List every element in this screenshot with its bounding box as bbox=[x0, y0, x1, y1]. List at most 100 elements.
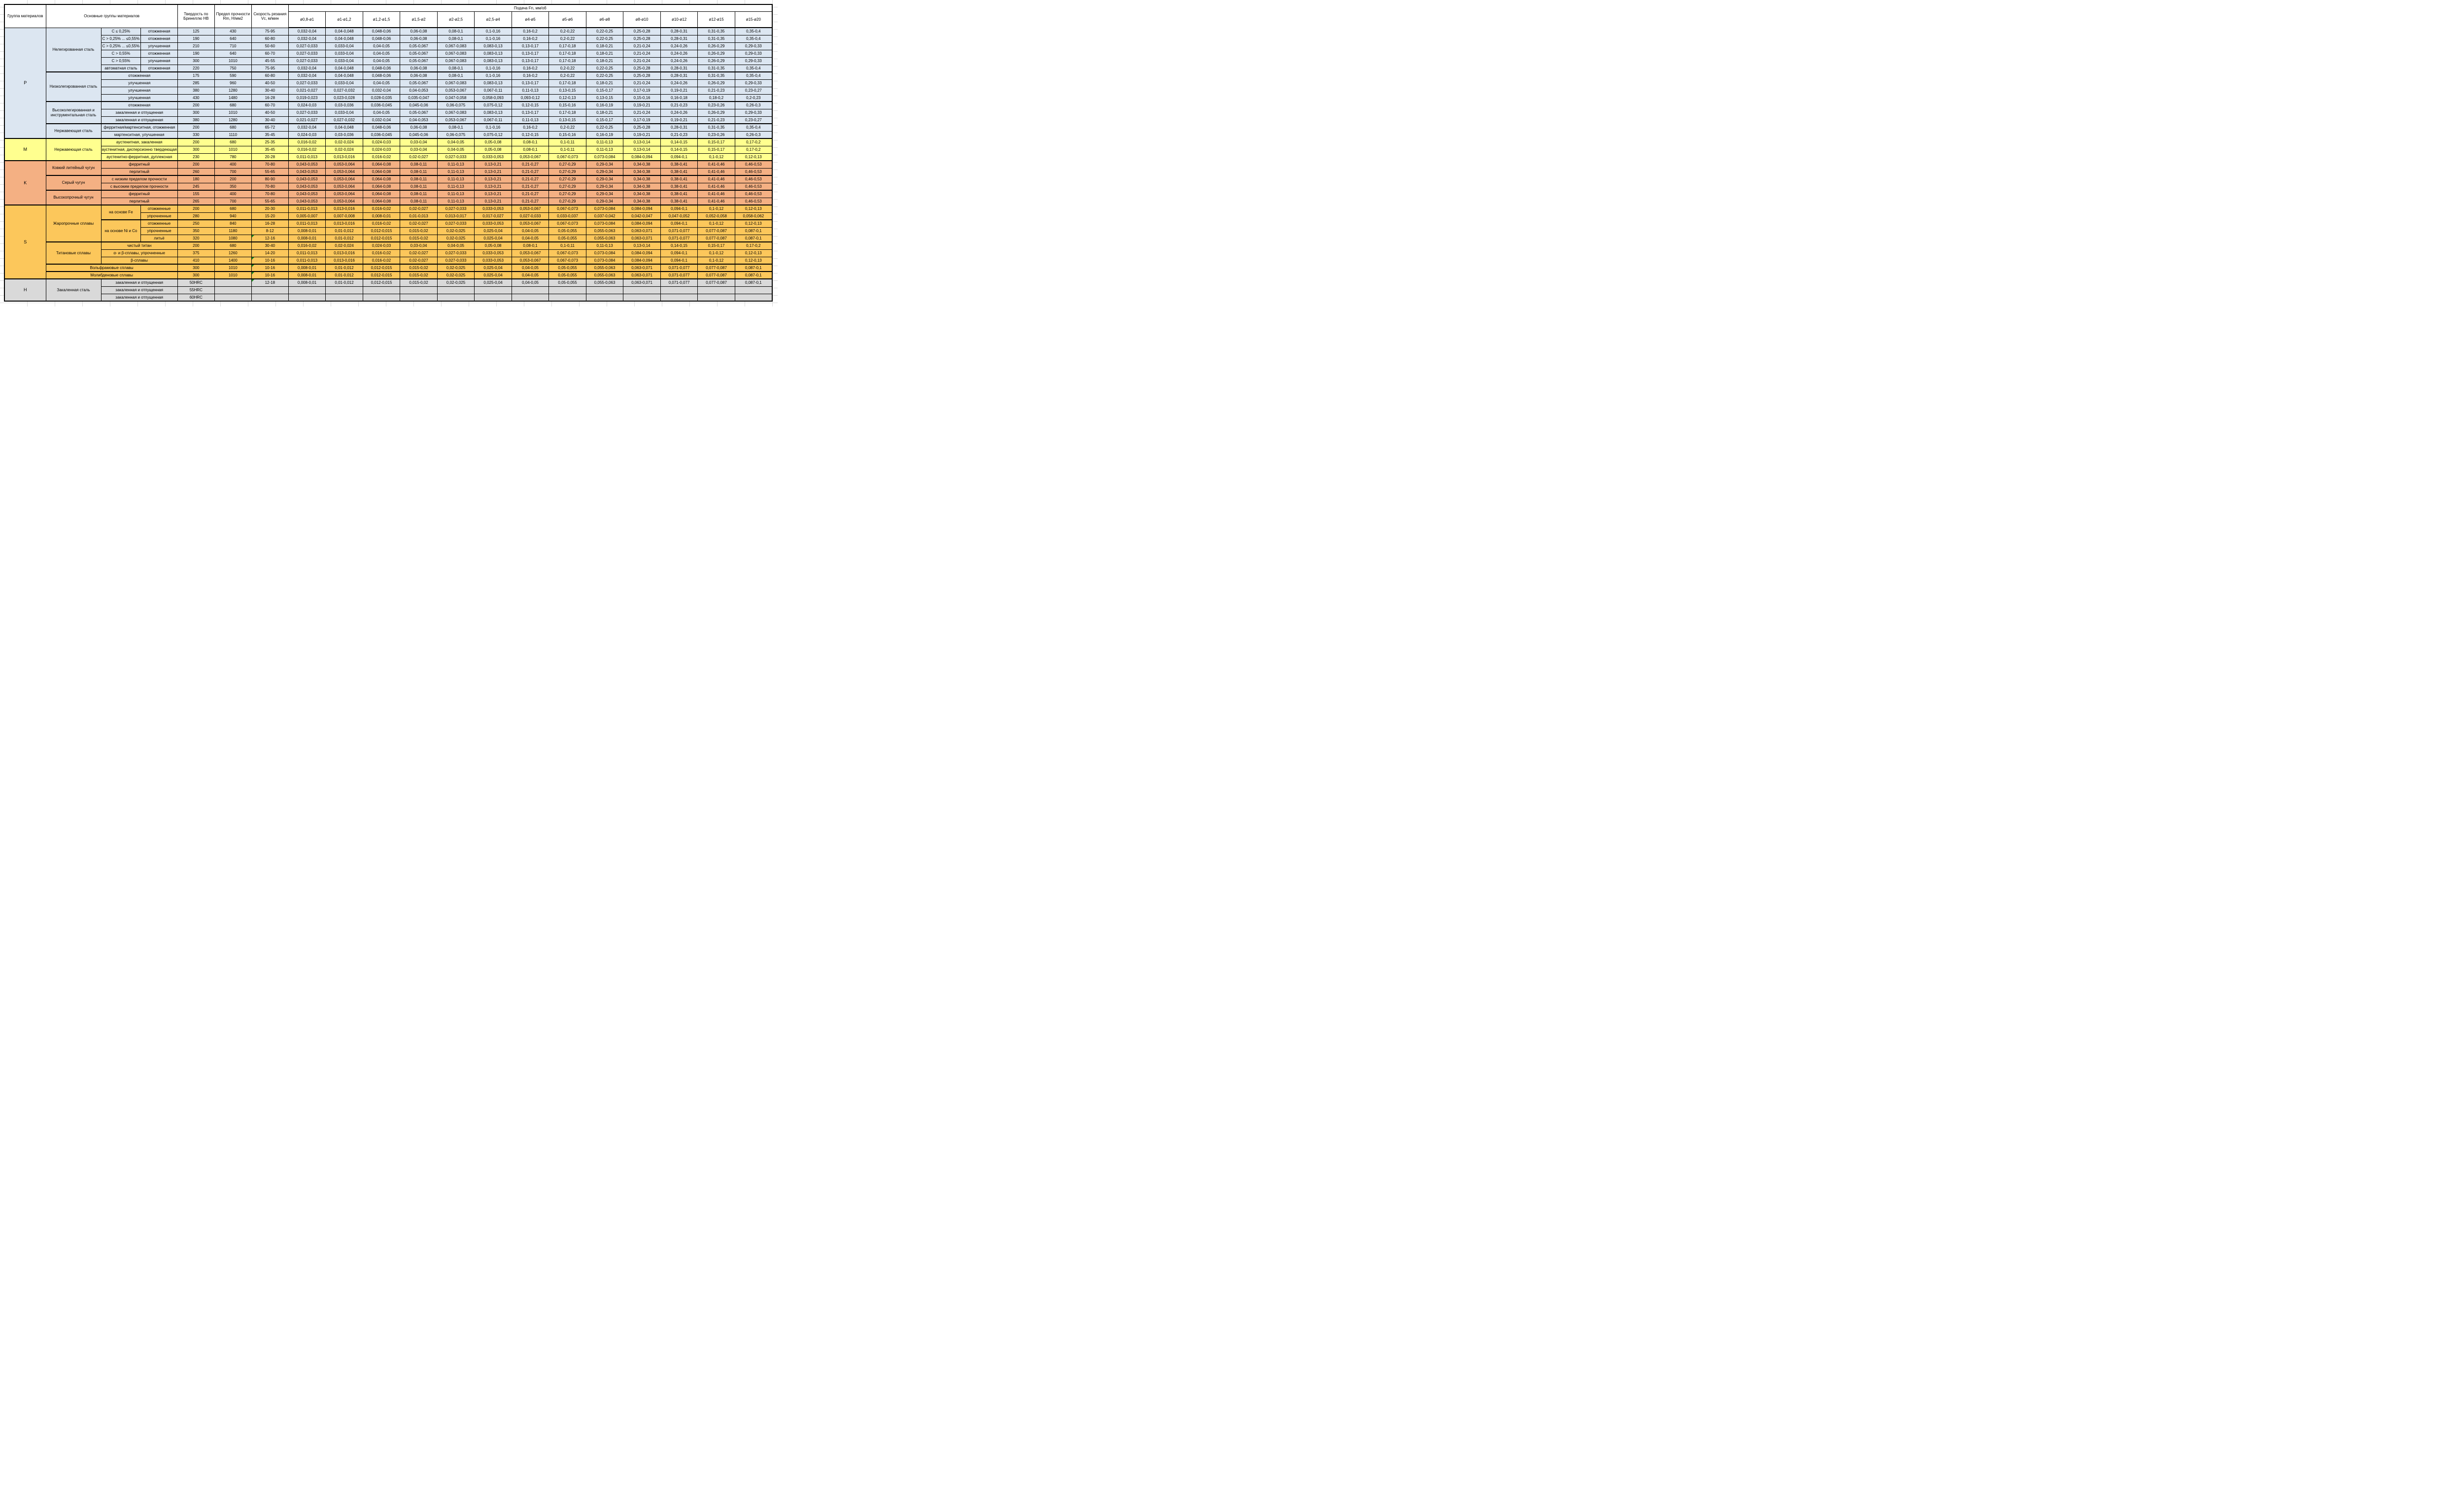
feed-cell[interactable]: 0,24-0,26 bbox=[660, 42, 698, 50]
feed-cell[interactable]: 0,38-0,41 bbox=[660, 160, 698, 169]
condition-cell[interactable]: на основе Ni и Co bbox=[101, 219, 141, 242]
feed-cell[interactable]: 0,012-0,015 bbox=[362, 278, 401, 287]
feed-cell[interactable]: 0,032-0,04 bbox=[288, 71, 326, 80]
feed-cell[interactable]: 0,053-0,064 bbox=[325, 190, 363, 198]
feed-cell[interactable]: 0,34-0,38 bbox=[623, 190, 661, 198]
feed-cell[interactable]: 0,15-0,17 bbox=[585, 116, 624, 124]
feed-cell[interactable]: 0,34-0,38 bbox=[623, 160, 661, 169]
feed-cell[interactable]: 0,019-0,023 bbox=[288, 94, 326, 102]
feed-cell[interactable]: 0,011-0,013 bbox=[288, 153, 326, 161]
condition-cell[interactable]: закаленная и отпущенная bbox=[101, 116, 178, 124]
feed-cell[interactable]: 0,26-0,29 bbox=[697, 108, 735, 117]
feed-cell[interactable]: 0,26-0,29 bbox=[697, 42, 735, 50]
strength-cell[interactable]: 200 bbox=[214, 175, 252, 183]
strength-cell[interactable]: 1010 bbox=[214, 264, 252, 272]
feed-cell[interactable]: 0,075-0,12 bbox=[474, 101, 512, 109]
feed-cell[interactable]: 0,073-0,084 bbox=[585, 256, 624, 265]
feed-cell[interactable]: 0,01-0,013 bbox=[400, 212, 438, 220]
feed-cell[interactable]: 0,008-0,01 bbox=[288, 227, 326, 235]
strength-cell[interactable]: 640 bbox=[214, 34, 252, 43]
condition-cell[interactable]: литьё bbox=[140, 234, 178, 242]
feed-cell[interactable]: 0,1-0,12 bbox=[697, 219, 735, 228]
condition-cell[interactable]: α- и β-сплавы, упрочненные bbox=[101, 249, 178, 257]
feed-cell[interactable]: 0,29-0,33 bbox=[734, 108, 773, 117]
feed-cell[interactable]: 0,084-0,094 bbox=[623, 219, 661, 228]
material-cell[interactable]: Жаропрочные сплавы bbox=[45, 205, 102, 242]
material-cell[interactable]: Нержавеющая сталь bbox=[45, 123, 102, 139]
cutting-speed-cell[interactable]: 75-95 bbox=[251, 27, 289, 35]
feed-cell[interactable]: 0,25-0,28 bbox=[623, 123, 661, 132]
feed-cell[interactable]: 0,18-0,21 bbox=[585, 42, 624, 50]
feed-cell[interactable]: 0,05-0,055 bbox=[548, 278, 586, 287]
feed-cell[interactable]: 0,077-0,087 bbox=[697, 278, 735, 287]
feed-cell[interactable]: 0,12-0,13 bbox=[734, 153, 773, 161]
feed-cell[interactable]: 0,19-0,21 bbox=[623, 131, 661, 139]
feed-cell[interactable]: 0,033-0,053 bbox=[474, 153, 512, 161]
hardness-cell[interactable]: 50HRC bbox=[177, 278, 215, 287]
feed-cell[interactable] bbox=[474, 286, 512, 294]
cutting-speed-cell[interactable]: 80-90 bbox=[251, 175, 289, 183]
feed-cell[interactable]: 0,05-0,08 bbox=[474, 138, 512, 146]
feed-cell[interactable]: 0,1-0,12 bbox=[697, 249, 735, 257]
feed-cell[interactable]: 0,11-0,13 bbox=[437, 197, 475, 205]
feed-cell[interactable]: 0,1-0,12 bbox=[697, 153, 735, 161]
feed-cell[interactable]: 0,29-0,34 bbox=[585, 197, 624, 205]
feed-cell[interactable]: 0,27-0,29 bbox=[548, 175, 586, 183]
feed-cell[interactable]: 0,21-0,23 bbox=[697, 86, 735, 95]
feed-cell[interactable]: 0,013-0,016 bbox=[325, 249, 363, 257]
feed-diameter-header-cell[interactable]: ø15-ø20 bbox=[734, 11, 773, 28]
feed-cell[interactable]: 0,25-0,28 bbox=[623, 71, 661, 80]
feed-cell[interactable]: 0,29-0,34 bbox=[585, 182, 624, 191]
feed-cell[interactable]: 0,027-0,033 bbox=[437, 219, 475, 228]
feed-cell[interactable]: 0,071-0,077 bbox=[660, 234, 698, 242]
feed-cell[interactable]: 0,012-0,015 bbox=[362, 271, 401, 279]
cutting-speed-cell[interactable] bbox=[251, 286, 289, 294]
feed-cell[interactable]: 0,05-0,08 bbox=[474, 145, 512, 154]
feed-cell[interactable] bbox=[437, 286, 475, 294]
feed-cell[interactable]: 0,18-0,2 bbox=[697, 94, 735, 102]
feed-cell[interactable]: 0,023-0,028 bbox=[325, 94, 363, 102]
material-cell[interactable]: Вольфрамовые сплавы bbox=[45, 264, 178, 272]
feed-cell[interactable]: 0,16-0,2 bbox=[511, 27, 549, 35]
condition-cell[interactable]: закаленная и отпущенная bbox=[101, 293, 178, 302]
feed-cell[interactable]: 0,17-0,18 bbox=[548, 108, 586, 117]
cutting-speed-cell[interactable]: 50-60 bbox=[251, 42, 289, 50]
feed-cell[interactable]: 0,22-0,25 bbox=[585, 64, 624, 72]
feed-cell[interactable]: 0,055-0,063 bbox=[585, 278, 624, 287]
feed-cell[interactable]: 0,27-0,29 bbox=[548, 190, 586, 198]
feed-cell[interactable]: 0,052-0,058 bbox=[697, 212, 735, 220]
hardness-cell[interactable]: 280 bbox=[177, 212, 215, 220]
feed-cell[interactable]: 0,083-0,13 bbox=[474, 42, 512, 50]
feed-cell[interactable]: 0,058-0,093 bbox=[474, 94, 512, 102]
feed-cell[interactable]: 0,04-0,048 bbox=[325, 71, 363, 80]
feed-cell[interactable]: 0,015-0,02 bbox=[400, 227, 438, 235]
feed-cell[interactable]: 0,053-0,064 bbox=[325, 182, 363, 191]
feed-cell[interactable]: 0,04-0,05 bbox=[511, 234, 549, 242]
feed-cell[interactable]: 0,31-0,35 bbox=[697, 71, 735, 80]
cutting-speed-cell[interactable]: 35-45 bbox=[251, 145, 289, 154]
feed-cell[interactable]: 0,067-0,083 bbox=[437, 57, 475, 65]
feed-cell[interactable] bbox=[288, 293, 326, 302]
feed-cell[interactable]: 0,027-0,033 bbox=[288, 79, 326, 87]
feed-cell[interactable]: 0,02-0,027 bbox=[400, 249, 438, 257]
feed-cell[interactable]: 0,02-0,027 bbox=[400, 219, 438, 228]
condition-cell[interactable]: C ≤ 0,25% bbox=[101, 27, 141, 35]
feed-cell[interactable]: 0,094-0,1 bbox=[660, 249, 698, 257]
feed-cell[interactable]: 0,13-0,15 bbox=[585, 94, 624, 102]
feed-cell[interactable]: 0,053-0,067 bbox=[437, 116, 475, 124]
feed-cell[interactable]: 0,073-0,084 bbox=[585, 205, 624, 213]
condition-cell[interactable]: с высоким пределом прочности bbox=[101, 182, 178, 191]
feed-cell[interactable] bbox=[511, 286, 549, 294]
condition-cell[interactable]: отожженная bbox=[140, 64, 178, 72]
feed-cell[interactable]: 0,083-0,13 bbox=[474, 57, 512, 65]
feed-cell[interactable]: 0,17-0,2 bbox=[734, 241, 773, 250]
feed-cell[interactable]: 0,34-0,38 bbox=[623, 168, 661, 176]
feed-cell[interactable]: 0,13-0,21 bbox=[474, 168, 512, 176]
condition-cell[interactable]: с низким пределом прочности bbox=[101, 175, 178, 183]
feed-cell[interactable]: 0,011-0,013 bbox=[288, 249, 326, 257]
feed-cell[interactable]: 0,024-0,03 bbox=[362, 241, 401, 250]
feed-cell[interactable]: 0,055-0,063 bbox=[585, 234, 624, 242]
feed-cell[interactable]: 0,04-0,05 bbox=[362, 42, 401, 50]
feed-cell[interactable]: 0,013-0,016 bbox=[325, 205, 363, 213]
feed-diameter-header-cell[interactable]: ø1-ø1,2 bbox=[325, 11, 363, 28]
